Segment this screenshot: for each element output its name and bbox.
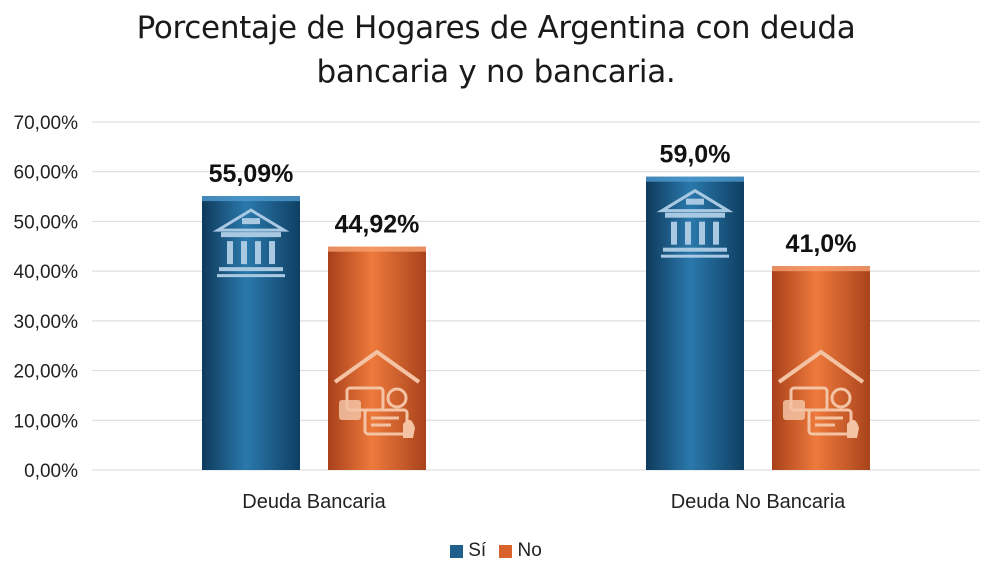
x-category-label: Deuda No Bancaria xyxy=(671,491,846,513)
chart-title: Porcentaje de Hogares de Argentina con d… xyxy=(0,6,992,94)
data-label: 59,0% xyxy=(660,141,731,169)
legend: Sí No xyxy=(0,540,992,564)
y-tick-label: 0,00% xyxy=(24,461,78,482)
legend-swatch-no xyxy=(499,544,513,558)
legend-label-no: No xyxy=(517,540,542,561)
bank-icon xyxy=(212,208,290,278)
legend-swatch-si xyxy=(450,544,464,558)
credit-cards-icon xyxy=(333,349,421,438)
y-tick-label: 20,00% xyxy=(14,362,79,383)
credit-cards-icon xyxy=(777,349,865,438)
data-label: 44,92% xyxy=(335,211,420,239)
y-tick-label: 50,00% xyxy=(14,212,79,233)
y-tick-label: 30,00% xyxy=(14,312,79,333)
x-category-label: Deuda Bancaria xyxy=(242,491,386,513)
bar-si-0: 55,09% xyxy=(202,160,300,470)
bar-si-1: 59,0% xyxy=(646,141,744,470)
chart-title-line-1: Porcentaje de Hogares de Argentina con d… xyxy=(136,10,856,46)
y-tick-label: 70,00% xyxy=(14,113,79,134)
legend-item-si: Sí xyxy=(450,540,486,562)
bar-chart: 0,00% 10,00% 20,00% 30,00% 40,00% 50,00% 60,00… xyxy=(14,113,980,513)
legend-item-no: No xyxy=(499,540,542,562)
data-label: 55,09% xyxy=(209,160,294,188)
legend-label-si: Sí xyxy=(468,540,487,561)
bar-rect xyxy=(202,196,300,470)
data-label: 41,0% xyxy=(786,230,857,258)
y-tick-label: 60,00% xyxy=(14,163,79,184)
bar-no-0: 44,92% xyxy=(328,211,426,470)
bar-no-1: 41,0% xyxy=(772,230,870,470)
y-tick-label: 40,00% xyxy=(14,262,79,283)
bank-icon xyxy=(656,188,734,258)
chart-title-line-2: bancaria y no bancaria. xyxy=(316,54,676,90)
y-tick-label: 10,00% xyxy=(14,411,79,432)
bar-rect xyxy=(646,176,744,470)
bar-rect xyxy=(772,266,870,470)
